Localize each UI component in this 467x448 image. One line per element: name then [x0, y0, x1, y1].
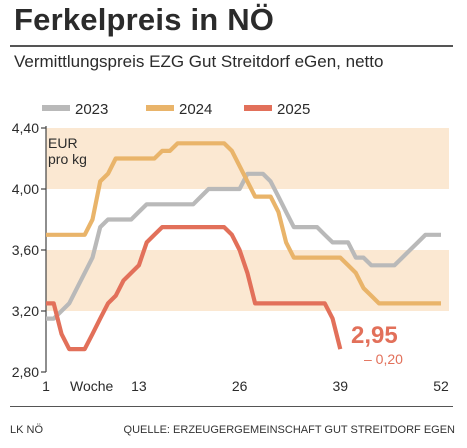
x-tick-label: 52 [433, 378, 449, 394]
y-tick-label: 2,80 [12, 364, 39, 380]
footer-rule [10, 406, 453, 407]
legend-label-2023: 2023 [75, 101, 108, 118]
unit-label: EUR [48, 135, 78, 151]
latest-value-label: 2,95 [351, 322, 398, 349]
legend-label-2024: 2024 [179, 101, 212, 118]
x-tick-label: 13 [131, 378, 147, 394]
chart-title: Ferkelpreis in NÖ [14, 2, 275, 37]
x-tick-label: 26 [232, 378, 248, 394]
series-line-2023 [46, 171, 441, 321]
x-tick-label: 39 [333, 378, 349, 394]
y-tick-label: 3,60 [12, 242, 39, 258]
unit-label: pro kg [48, 151, 87, 167]
series-line-2024 [46, 141, 441, 306]
y-tick-label: 4,40 [12, 120, 39, 136]
footer-source: QUELLE: ERZEUGERGEMEINSCHAFT GUT STREITD… [123, 424, 455, 436]
weekly-change-label: – 0,20 [364, 351, 403, 367]
title-rule [10, 45, 453, 47]
y-tick-label: 4,00 [12, 181, 39, 197]
footer-credit: LK NÖ [10, 424, 44, 436]
y-tick-label: 3,20 [12, 303, 39, 319]
x-tick-label: 1 [42, 378, 50, 394]
legend-label-2025: 2025 [277, 101, 310, 118]
x-axis-label: Woche [70, 378, 114, 394]
series-line-2025 [46, 225, 343, 352]
chart-subtitle: Vermittlungspreis EZG Gut Streitdorf eGe… [14, 52, 384, 71]
